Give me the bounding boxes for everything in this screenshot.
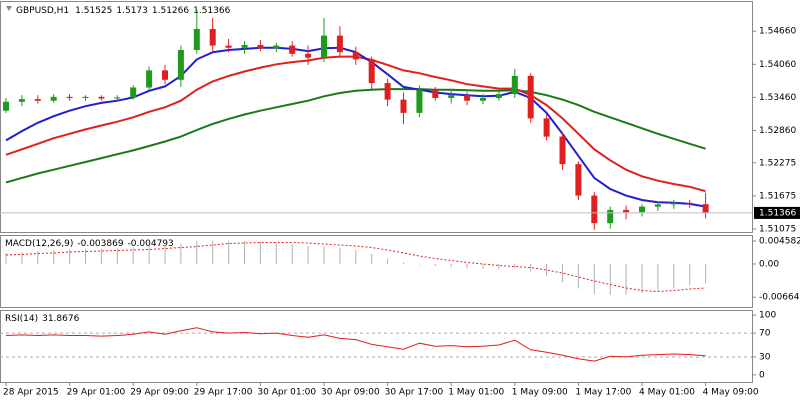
y-tick-label: 1.54660: [759, 27, 796, 37]
macd-panel-border: [0, 235, 753, 308]
y-tick-label: 70: [759, 329, 771, 339]
candle-body: [273, 45, 280, 49]
candle-body: [130, 87, 137, 98]
x-tick-label: 29 Apr 01:00: [67, 388, 126, 398]
candle-body: [209, 29, 216, 46]
candle-body: [480, 97, 486, 101]
candle-body: [225, 45, 232, 48]
candle-body: [98, 96, 105, 99]
last-high: 1.5173: [116, 6, 148, 16]
y-tick-label: 1.54060: [759, 60, 796, 70]
y-tick-label: 100: [759, 311, 776, 321]
rsi-title: RSI(14): [5, 314, 38, 324]
candle-body: [82, 96, 89, 98]
candle-body: [400, 99, 407, 113]
y-tick-label: 30: [759, 352, 771, 362]
candle-body: [527, 75, 534, 119]
candle-body: [305, 53, 312, 58]
candle-body: [591, 195, 598, 224]
candle-body: [289, 45, 296, 54]
main-panel-border: [0, 1, 753, 233]
x-tick-label: 4 May 01:00: [639, 388, 695, 398]
y-tick-label: -0.006642: [759, 293, 800, 303]
candle-body: [66, 96, 73, 98]
y-tick-label: 1.52275: [759, 158, 796, 168]
x-tick-label: 30 Apr 09:00: [321, 388, 380, 398]
x-tick-label: 30 Apr 01:00: [257, 388, 316, 398]
x-tick-label: 1 May 09:00: [512, 388, 568, 398]
y-tick-label: 0.004582: [759, 237, 800, 247]
macd-last: -0.003869: [77, 239, 123, 249]
x-tick-label: 29 Apr 09:00: [130, 388, 189, 398]
signal-line: [5, 242, 706, 293]
candle-body: [702, 204, 709, 213]
macd-header: MACD(12,26,9) -0.003869 -0.004793: [5, 239, 174, 249]
rsi-last: 31.8676: [42, 314, 79, 324]
y-tick-label: 1.53460: [759, 93, 796, 103]
candle-body: [432, 89, 439, 98]
candle-body: [336, 35, 343, 53]
candle-body: [368, 59, 375, 84]
candle-body: [18, 99, 25, 102]
candle-body: [511, 75, 518, 95]
candle-body: [575, 164, 582, 196]
candle-body: [495, 94, 502, 98]
candle-body: [3, 101, 9, 111]
candle-body: [543, 118, 550, 137]
x-tick-label: 30 Apr 17:00: [385, 388, 444, 398]
candle-body: [416, 89, 423, 113]
candle-body: [146, 70, 153, 88]
main-header: GBPUSD,H1 1.51525 1.5173 1.51266 1.51366: [16, 6, 231, 16]
candle-body: [241, 45, 248, 48]
last-low: 1.51266: [152, 6, 189, 16]
candle-body: [257, 45, 264, 49]
rsi-panel-border: [0, 310, 753, 383]
candle-body: [193, 29, 200, 50]
x-tick-label: 4 May 09:00: [703, 388, 759, 398]
candle-body: [321, 35, 327, 58]
y-tick-label: 0: [759, 370, 765, 380]
candle-body: [654, 204, 661, 207]
x-tick-label: 1 May 17:00: [575, 388, 631, 398]
candle-body: [607, 209, 614, 224]
rsi-line: [5, 327, 706, 362]
x-tick-label: 28 Apr 2015: [3, 388, 59, 398]
moving-average: [5, 88, 706, 184]
candle-body: [34, 99, 41, 101]
candle-body: [448, 95, 455, 98]
candle-body: [559, 136, 566, 165]
candle-body: [384, 83, 391, 100]
y-tick-label: 0.00: [759, 260, 779, 270]
last-price-label: 1.51366: [759, 208, 796, 218]
candle-body: [464, 95, 471, 101]
candle-body: [114, 97, 121, 99]
y-tick-label: 1.51675: [759, 191, 796, 201]
macd-title: MACD(12,26,9): [5, 239, 73, 249]
candle-body: [623, 209, 630, 213]
candle-body: [352, 52, 359, 60]
candle-body: [177, 49, 184, 80]
candle-body: [686, 202, 693, 205]
symbol: GBPUSD,H1: [16, 6, 69, 16]
y-tick-label: 1.52860: [759, 126, 796, 136]
x-tick-label: 1 May 01:00: [448, 388, 504, 398]
candle-body: [162, 70, 168, 80]
candle-body: [670, 202, 677, 205]
last-open: 1.51525: [75, 6, 112, 16]
candle-body: [639, 206, 645, 213]
rsi-header: RSI(14) 31.8676: [5, 314, 80, 324]
last-price-box: [754, 206, 800, 219]
x-tick-label: 29 Apr 17:00: [194, 388, 253, 398]
last-close: 1.51366: [193, 6, 230, 16]
signal-last: -0.004793: [128, 239, 174, 249]
candle-body: [50, 96, 57, 101]
y-tick-label: 1.51075: [759, 224, 796, 234]
collapse-icon[interactable]: [6, 6, 12, 11]
